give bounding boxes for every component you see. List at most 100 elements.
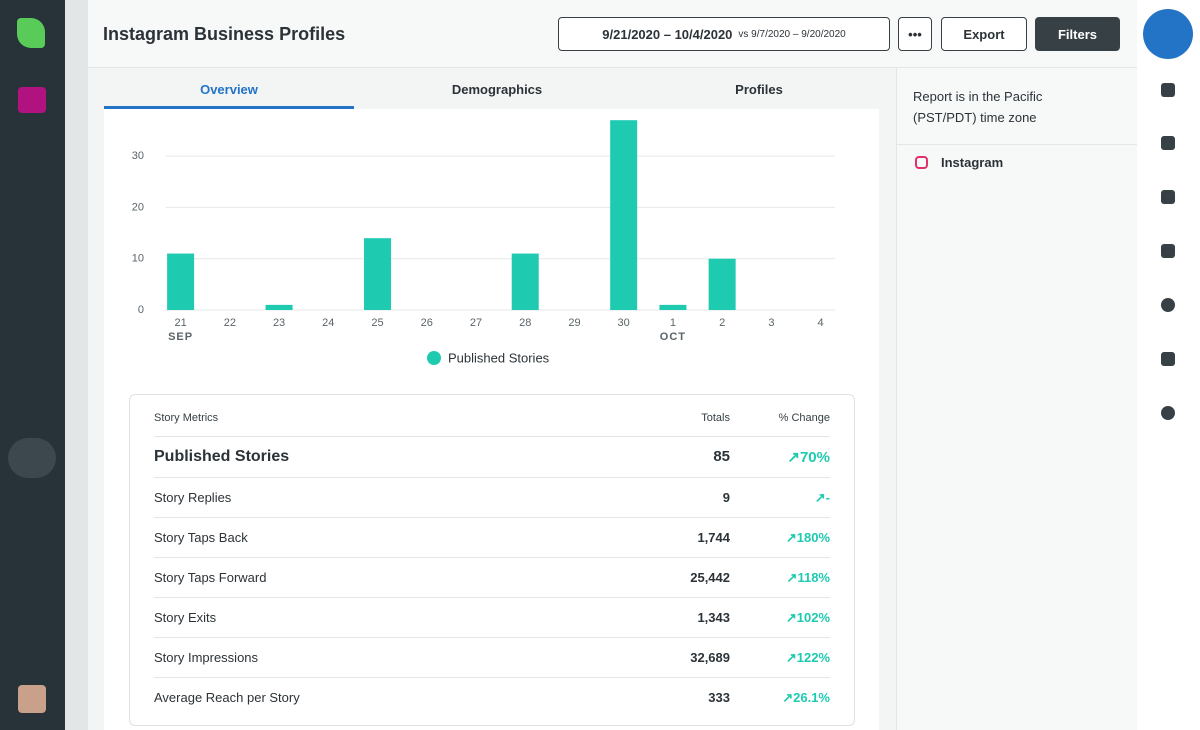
x-tick-label: 29 — [568, 317, 580, 329]
change-value: 122% — [796, 649, 830, 665]
arrow-icon: ↗ — [786, 569, 798, 585]
icon[interactable] — [1161, 244, 1175, 258]
x-tick-label: 23 — [273, 317, 285, 329]
arrow-icon: ↗ — [782, 689, 794, 705]
metric-name: Story Replies — [154, 490, 232, 505]
arrow-icon: ↗ — [785, 609, 797, 625]
metric-total: 9 — [722, 490, 730, 505]
compose-button[interactable] — [1143, 9, 1193, 59]
metric-total: 1,343 — [697, 610, 730, 625]
profile-icon[interactable] — [18, 87, 46, 113]
change-value: 26.1% — [793, 689, 830, 705]
tab[interactable]: Demographics — [451, 82, 543, 97]
x-tick-label: 26 — [421, 317, 433, 329]
filters-button[interactable]: Filters — [1035, 17, 1120, 51]
icon[interactable] — [1161, 83, 1175, 97]
bar — [265, 304, 293, 310]
legend-swatch — [427, 351, 441, 365]
icon[interactable] — [1161, 352, 1175, 366]
x-tick-label: 27 — [470, 317, 482, 329]
x-tick-label: 24 — [322, 317, 334, 329]
more-label: ••• — [908, 26, 922, 42]
table-row: Story Replies 9 ↗- — [154, 477, 830, 517]
bar — [708, 258, 736, 310]
metric-total: 32,689 — [690, 650, 730, 665]
x-tick-label: 1 — [670, 317, 676, 329]
icon[interactable] — [1161, 190, 1175, 204]
icon[interactable] — [1161, 406, 1175, 420]
metric-name: Story Taps Back — [154, 530, 248, 545]
metric-total: 1,744 — [697, 530, 730, 545]
table-row: Published Stories 85 ↗70% — [154, 436, 830, 476]
bar — [659, 304, 687, 310]
network-filter[interactable]: Instagram — [941, 155, 1004, 170]
avatar[interactable] — [18, 685, 46, 713]
x-tick-label: 2 — [719, 317, 725, 329]
more-button[interactable]: ••• — [898, 17, 932, 51]
metric-name: Average Reach per Story — [154, 690, 300, 705]
metric-total: 25,442 — [690, 570, 730, 585]
tab[interactable]: Profiles — [735, 82, 783, 97]
active-nav[interactable] — [8, 438, 56, 478]
change-value: - — [825, 489, 830, 505]
table-header: Story Metrics Totals % Change — [154, 398, 830, 438]
x-month-label: SEP — [168, 331, 193, 343]
metric-name: Story Impressions — [154, 650, 259, 665]
y-tick-label: 20 — [132, 201, 144, 213]
arrow-icon: ↗ — [814, 489, 826, 505]
instagram-icon — [915, 156, 928, 169]
table-row: Story Taps Forward 25,442 ↗118% — [154, 557, 830, 597]
right-bar — [1137, 0, 1200, 730]
legend-label: Published Stories — [448, 350, 550, 365]
metrics-table — [129, 394, 855, 726]
column-header: % Change — [778, 412, 830, 424]
collapse-strip[interactable] — [65, 0, 88, 730]
page-title: Instagram Business Profiles — [103, 24, 346, 44]
change-value: 180% — [796, 529, 830, 545]
x-tick-label: 3 — [768, 317, 774, 329]
x-tick-label: 25 — [371, 317, 383, 329]
export-button[interactable]: Export — [941, 17, 1027, 51]
metric-change: ↗180% — [730, 530, 830, 546]
y-tick-label: 0 — [138, 304, 144, 316]
x-tick-label: 21 — [174, 317, 186, 329]
y-tick-label: 10 — [132, 253, 144, 265]
bar — [511, 253, 539, 310]
table-row: Average Reach per Story 333 ↗26.1% — [154, 677, 830, 717]
date-range-button[interactable]: 9/21/2020 – 10/4/2020 vs 9/7/2020 – 9/20/… — [558, 17, 890, 51]
table-row: Story Exits 1,343 ↗102% — [154, 597, 830, 637]
x-tick-label: 4 — [818, 317, 824, 329]
metric-total: 85 — [713, 448, 730, 465]
icon[interactable] — [1161, 136, 1175, 150]
bar — [167, 253, 195, 310]
metric-total: 333 — [708, 690, 730, 705]
bar — [364, 238, 392, 310]
left-nav — [0, 0, 65, 730]
x-tick-label: 30 — [618, 317, 630, 329]
change-value: 70% — [799, 448, 830, 466]
table-row: Story Impressions 32,689 ↗122% — [154, 637, 830, 677]
icon[interactable] — [1161, 298, 1175, 312]
side-panel: Report is in the Pacific (PST/PDT) time … — [896, 68, 1138, 730]
column-header: Totals — [701, 412, 730, 424]
compare-range: vs 9/7/2020 – 9/20/2020 — [738, 28, 846, 40]
metric-name: Story Taps Forward — [154, 570, 267, 585]
table-row: Story Taps Back 1,744 ↗180% — [154, 517, 830, 557]
filters-label: Filters — [1057, 26, 1097, 42]
metric-name: Published Stories — [154, 447, 290, 465]
tab[interactable]: Overview — [104, 82, 354, 109]
arrow-icon: ↗ — [787, 448, 800, 466]
x-month-label: OCT — [660, 331, 686, 343]
logo[interactable] — [17, 18, 45, 48]
metric-change: ↗26.1% — [730, 690, 830, 706]
metric-change: ↗70% — [730, 448, 830, 466]
metric-name: Story Exits — [154, 610, 217, 625]
metric-change: ↗102% — [730, 610, 830, 626]
arrow-icon: ↗ — [785, 529, 797, 545]
y-tick-label: 30 — [132, 150, 144, 162]
x-tick-label: 22 — [224, 317, 236, 329]
metric-change: ↗- — [730, 490, 830, 506]
x-tick-label: 28 — [519, 317, 531, 329]
change-value: 102% — [796, 609, 830, 625]
